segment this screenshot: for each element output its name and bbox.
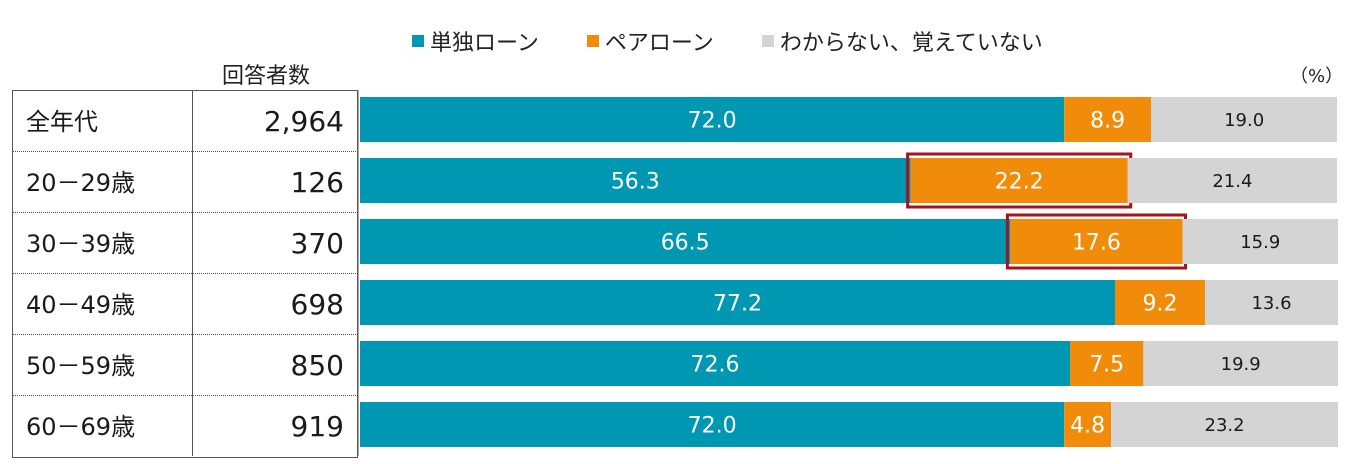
unknown-bar: [1204, 280, 1338, 325]
unknown-bar: [1111, 402, 1338, 447]
row-separator: [12, 273, 356, 274]
data-label: 4.8: [1070, 413, 1105, 438]
row-separator: [12, 395, 356, 396]
respondent-count-header: 回答者数: [222, 64, 311, 89]
row-separator: [12, 212, 356, 213]
unknown-bar: [1143, 341, 1338, 386]
unknown-bar: [1182, 219, 1338, 264]
pair-loan-bar: [1064, 402, 1112, 447]
pair-loan-bar: [910, 158, 1128, 203]
legend-item-unknown: わからない、覚えていない: [761, 25, 1043, 57]
unit-label: （%）: [1290, 66, 1344, 87]
legend-label-pair-loan: ペアローン: [604, 31, 714, 56]
data-label: 66.5: [661, 230, 710, 255]
unknown-bar: [1127, 158, 1338, 203]
data-label: 8.9: [1090, 108, 1125, 133]
legend-swatch-unknown: [761, 35, 774, 47]
unknown-bar: [1151, 97, 1338, 142]
category-label: 60－69歳: [26, 413, 136, 441]
legend-label-single-loan: 単独ローン: [430, 31, 539, 56]
data-label: 21.4: [1212, 171, 1252, 192]
category-label: 40－49歳: [26, 291, 136, 319]
row-separator: [12, 334, 356, 335]
data-label: 13.6: [1251, 293, 1291, 314]
pair-loan-bar: [1115, 280, 1205, 325]
category-label: 全年代: [26, 108, 98, 136]
data-label: 19.0: [1224, 110, 1264, 131]
data-label: 17.6: [1072, 230, 1121, 255]
data-label: 22.2: [995, 169, 1044, 194]
respondent-count: 850: [290, 349, 344, 382]
single-loan-bar: [360, 280, 1116, 325]
data-label: 15.9: [1240, 232, 1280, 253]
category-label: 30－39歳: [26, 230, 136, 258]
legend-label-unknown: わからない、覚えていない: [779, 31, 1043, 56]
data-label: 23.2: [1205, 415, 1245, 436]
legend-item-pair-loan: ペアローン: [586, 25, 714, 57]
single-loan-bar: [360, 341, 1071, 386]
single-loan-bar: [360, 219, 1011, 264]
data-label: 72.6: [691, 352, 740, 377]
legend-swatch-pair-loan: [586, 35, 599, 47]
data-label: 72.0: [688, 413, 737, 438]
data-label: 77.2: [713, 291, 762, 316]
pair-loan-bar: [1064, 97, 1152, 142]
respondent-count: 126: [290, 166, 344, 199]
data-label: 7.5: [1089, 352, 1124, 377]
pair-loan-bar: [1010, 219, 1183, 264]
pair-loan-bar: [1070, 341, 1144, 386]
single-loan-bar: [360, 402, 1065, 447]
data-label: 19.9: [1221, 354, 1261, 375]
chart-frame: 全年代 2,964 20－29歳 126 30－39歳 370 40－49歳 698 50－59…: [12, 90, 1342, 458]
stacked-bar-plot: 72.0 8.9 19.0 56.3 22.2 21.4 66.5 17.6 15.9 77.2 9…: [357, 90, 1338, 456]
respondent-count: 370: [290, 227, 344, 260]
single-loan-bar: [360, 158, 911, 203]
legend: 単独ローン ペアローン わからない、覚えていない: [412, 26, 1091, 56]
respondent-count: 2,964: [263, 105, 344, 138]
category-label: 20－29歳: [26, 169, 136, 197]
data-label: 9.2: [1143, 291, 1178, 316]
single-loan-bar: [360, 97, 1065, 142]
respondent-count: 919: [290, 410, 344, 443]
legend-swatch-single-loan: [412, 35, 424, 47]
respondent-count: 698: [290, 288, 344, 321]
row-separator: [12, 151, 356, 152]
data-label: 56.3: [611, 169, 660, 194]
legend-item-single-loan: 単独ローン: [412, 25, 539, 57]
category-label: 50－59歳: [26, 352, 136, 380]
data-label: 72.0: [688, 108, 737, 133]
